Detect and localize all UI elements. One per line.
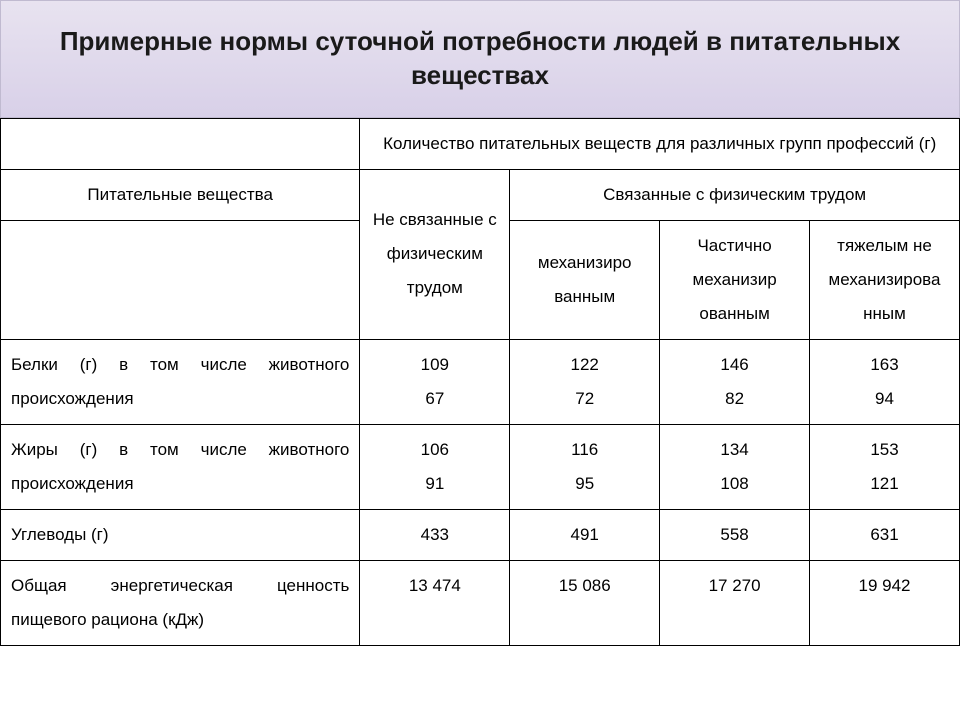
cell-value: 72: [575, 389, 594, 408]
carbs-v2: 491: [510, 509, 660, 560]
header-empty: [1, 118, 360, 169]
carbs-v1: 433: [360, 509, 510, 560]
table-header-row-2: Питательные вещества Не связанные с физи…: [1, 169, 960, 220]
header-mechanized: механизиро ванным: [510, 220, 660, 339]
header-physical: Связанные с физическим трудом: [510, 169, 960, 220]
fats-v1: 106 91: [360, 424, 510, 509]
table-row-carbs: Углеводы (г) 433 491 558 631: [1, 509, 960, 560]
header-empty-2: [1, 220, 360, 339]
header-partial: Частично механизир ованным: [660, 220, 810, 339]
proteins-v3: 146 82: [660, 339, 810, 424]
cell-value: 108: [720, 474, 748, 493]
cell-value: 91: [425, 474, 444, 493]
cell-value: 121: [870, 474, 898, 493]
table-row-fats: Жиры (г) в том числе животного происхожд…: [1, 424, 960, 509]
fats-v2: 116 95: [510, 424, 660, 509]
carbs-v4: 631: [810, 509, 960, 560]
nutrients-table: Количество питательных веществ для разли…: [0, 118, 960, 646]
table-row-energy: Общая энергетическая ценность пищевого р…: [1, 560, 960, 645]
table-row-proteins: Белки (г) в том числе животного происхож…: [1, 339, 960, 424]
cell-value: 82: [725, 389, 744, 408]
energy-v3: 17 270: [660, 560, 810, 645]
cell-value: 67: [425, 389, 444, 408]
cell-value: 163: [870, 355, 898, 374]
table-header-row-1: Количество питательных веществ для разли…: [1, 118, 960, 169]
header-nutrients: Питательные вещества: [1, 169, 360, 220]
energy-v1: 13 474: [360, 560, 510, 645]
energy-label: Общая энергетическая ценность пищевого р…: [1, 560, 360, 645]
cell-value: 109: [421, 355, 449, 374]
header-main: Количество питательных веществ для разли…: [360, 118, 960, 169]
fats-v4: 153 121: [810, 424, 960, 509]
header-no-physical: Не связанные с физическим трудом: [360, 169, 510, 339]
cell-value: 94: [875, 389, 894, 408]
title-block: Примерные нормы суточной потребности люд…: [0, 0, 960, 118]
header-heavy: тяжелым не механизирова нным: [810, 220, 960, 339]
proteins-label: Белки (г) в том числе животного происхож…: [1, 339, 360, 424]
fats-label: Жиры (г) в том числе животного происхожд…: [1, 424, 360, 509]
cell-value: 95: [575, 474, 594, 493]
proteins-v4: 163 94: [810, 339, 960, 424]
cell-value: 116: [571, 440, 598, 459]
energy-v2: 15 086: [510, 560, 660, 645]
proteins-v2: 122 72: [510, 339, 660, 424]
page-title: Примерные нормы суточной потребности люд…: [41, 25, 919, 93]
fats-v3: 134 108: [660, 424, 810, 509]
energy-v4: 19 942: [810, 560, 960, 645]
proteins-v1: 109 67: [360, 339, 510, 424]
carbs-v3: 558: [660, 509, 810, 560]
cell-value: 122: [571, 355, 599, 374]
cell-value: 153: [870, 440, 898, 459]
cell-value: 106: [421, 440, 449, 459]
cell-value: 146: [720, 355, 748, 374]
carbs-label: Углеводы (г): [1, 509, 360, 560]
cell-value: 134: [720, 440, 748, 459]
